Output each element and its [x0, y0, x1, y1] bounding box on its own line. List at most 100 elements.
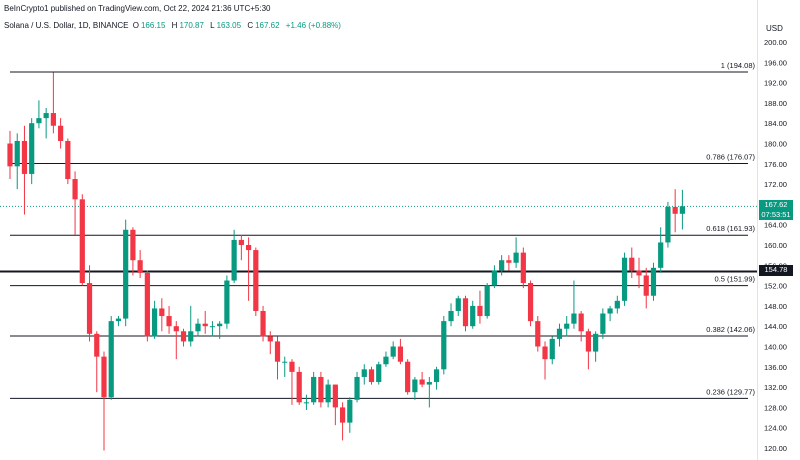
candle[interactable]	[209, 321, 216, 337]
candle[interactable]	[79, 194, 85, 286]
candle[interactable]	[339, 402, 346, 441]
candle[interactable]	[549, 336, 555, 365]
candle[interactable]	[202, 310, 208, 334]
candle[interactable]	[636, 257, 642, 289]
candle[interactable]	[593, 331, 599, 362]
symbol-legend: Solana / U.S. Dollar, 1D, BINANCE O 166.1…	[4, 21, 343, 30]
candle[interactable]	[520, 247, 526, 289]
candle[interactable]	[448, 303, 454, 327]
candle[interactable]	[441, 316, 447, 375]
candle[interactable]	[506, 255, 512, 271]
candle[interactable]	[108, 316, 114, 400]
candle[interactable]	[86, 265, 93, 342]
candle[interactable]	[679, 189, 685, 230]
candle[interactable]	[123, 219, 129, 327]
candle[interactable]	[115, 316, 122, 327]
candle-body	[311, 376, 317, 403]
candle[interactable]	[491, 265, 498, 289]
candle[interactable]	[368, 366, 375, 385]
candle[interactable]	[303, 394, 310, 410]
candle[interactable]	[607, 305, 613, 322]
candle[interactable]	[397, 338, 404, 365]
candle[interactable]	[426, 376, 432, 408]
candle[interactable]	[267, 331, 273, 355]
candle[interactable]	[513, 237, 519, 268]
candle[interactable]	[412, 376, 418, 400]
candle[interactable]	[195, 318, 201, 337]
candle[interactable]	[621, 252, 628, 306]
candle[interactable]	[643, 267, 649, 309]
candle[interactable]	[658, 227, 664, 273]
candle[interactable]	[383, 351, 389, 367]
candle[interactable]	[224, 275, 230, 329]
candle[interactable]	[173, 321, 179, 360]
candle[interactable]	[245, 237, 252, 301]
candle[interactable]	[578, 310, 584, 342]
candle[interactable]	[65, 138, 71, 185]
candle[interactable]	[137, 250, 143, 278]
candle[interactable]	[600, 308, 606, 339]
candle[interactable]	[296, 366, 302, 405]
candle[interactable]	[462, 295, 469, 332]
candle[interactable]	[253, 247, 259, 317]
candle[interactable]	[470, 300, 476, 329]
candle[interactable]	[318, 371, 324, 408]
candle[interactable]	[14, 133, 20, 190]
candle[interactable]	[260, 305, 266, 342]
candle[interactable]	[477, 290, 483, 324]
candle[interactable]	[36, 100, 42, 129]
candle[interactable]	[144, 270, 150, 342]
candle[interactable]	[527, 280, 534, 327]
candle[interactable]	[188, 305, 194, 347]
candle[interactable]	[535, 316, 541, 352]
candle[interactable]	[231, 229, 237, 284]
candle[interactable]	[130, 227, 136, 276]
candle[interactable]	[101, 351, 107, 451]
candle-body	[397, 346, 404, 362]
candle[interactable]	[50, 72, 56, 134]
candle[interactable]	[433, 366, 440, 390]
candle[interactable]	[361, 364, 367, 385]
candle[interactable]	[166, 305, 172, 334]
candle[interactable]	[629, 247, 635, 278]
candle[interactable]	[180, 328, 187, 347]
candle[interactable]	[21, 125, 28, 215]
candle[interactable]	[72, 171, 78, 235]
candle[interactable]	[484, 283, 490, 319]
candle[interactable]	[542, 341, 548, 380]
candle[interactable]	[332, 384, 338, 426]
candle[interactable]	[419, 371, 425, 388]
candle[interactable]	[665, 201, 671, 248]
candle[interactable]	[152, 300, 158, 339]
candle[interactable]	[499, 255, 505, 276]
candle[interactable]	[217, 321, 223, 339]
candle[interactable]	[390, 341, 396, 360]
candle[interactable]	[614, 295, 620, 314]
candle[interactable]	[289, 359, 295, 405]
candle[interactable]	[354, 371, 360, 403]
candle[interactable]	[571, 280, 577, 329]
candle[interactable]	[7, 130, 13, 180]
candle[interactable]	[556, 323, 563, 347]
candle[interactable]	[325, 379, 331, 408]
candle[interactable]	[282, 356, 288, 377]
candle[interactable]	[455, 295, 461, 317]
candle[interactable]	[311, 371, 317, 405]
candle[interactable]	[274, 336, 281, 380]
candle[interactable]	[347, 397, 353, 433]
candle-body	[484, 285, 490, 317]
candle[interactable]	[672, 189, 678, 233]
candle[interactable]	[650, 262, 657, 301]
candle[interactable]	[58, 118, 64, 149]
candle[interactable]	[238, 234, 244, 261]
candle[interactable]	[564, 316, 570, 337]
candle[interactable]	[585, 328, 591, 370]
candle[interactable]	[405, 359, 411, 395]
candle[interactable]	[43, 107, 49, 139]
candle[interactable]	[159, 298, 165, 332]
price-axis[interactable]: 120.00 124.00 128.00 132.00 136.00 140.00 144.…	[764, 38, 787, 453]
candle[interactable]	[376, 361, 382, 385]
candle[interactable]	[29, 118, 35, 185]
candle[interactable]	[94, 331, 100, 393]
